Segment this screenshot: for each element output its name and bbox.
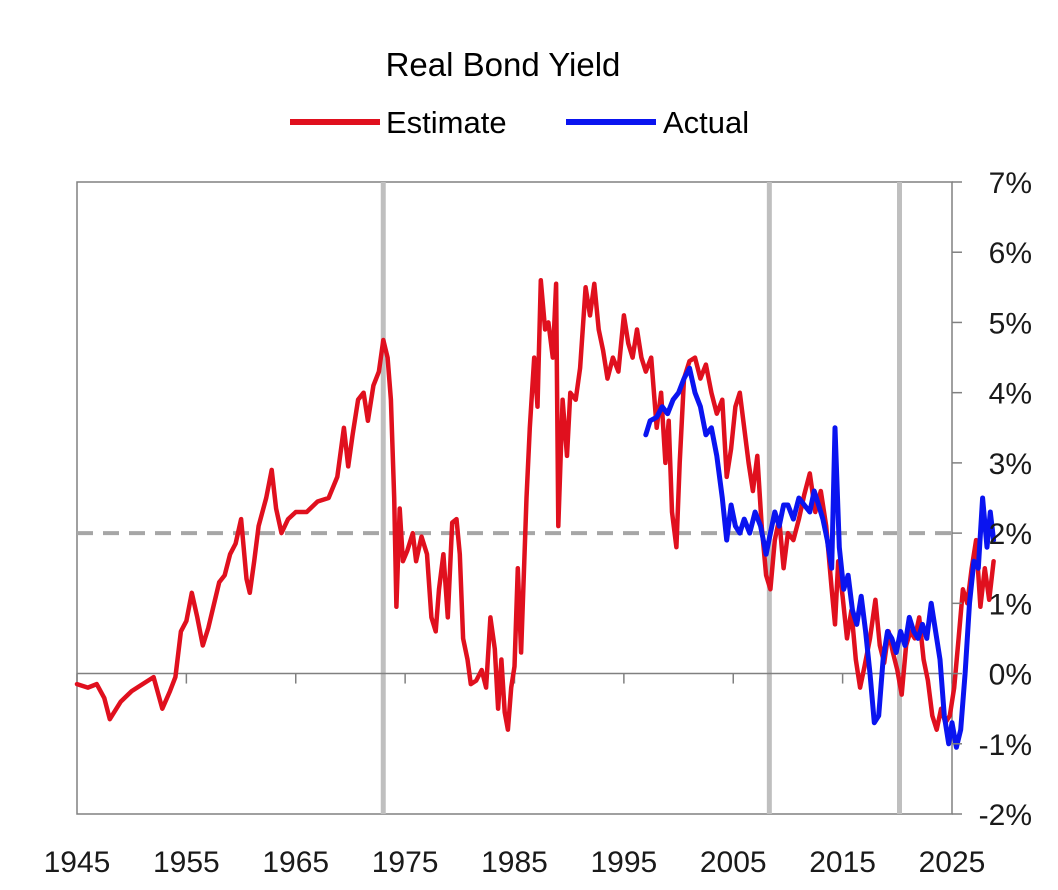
y-tick-label-4: 2% <box>989 518 1032 551</box>
y-tick-label-5: 3% <box>989 448 1032 481</box>
y-tick-label-8: 6% <box>989 237 1032 270</box>
legend-label-estimate: Estimate <box>386 105 507 140</box>
x-axis: 1945 1955 1965 1975 1985 1995 2005 2015 2025 <box>44 846 986 879</box>
series-line-estimate <box>74 278 996 732</box>
y-axis: -2% -1% 0% 1% 2% 3% 4% 5% 6% 7% <box>952 167 1032 832</box>
y-tick-label-0: -2% <box>979 799 1032 832</box>
x-tick-label-1: 1955 <box>153 846 220 879</box>
x-tick-label-7: 2015 <box>809 846 876 879</box>
series-layer <box>74 278 997 750</box>
y-tick-label-2: 0% <box>989 659 1032 692</box>
x-tick-label-5: 1995 <box>591 846 658 879</box>
x-tick-label-6: 2005 <box>700 846 767 879</box>
y-tick-label-6: 4% <box>989 378 1032 411</box>
chart-title: Real Bond Yield <box>386 46 621 83</box>
x-tick-label-4: 1985 <box>481 846 548 879</box>
x-tick-label-8: 2025 <box>919 846 986 879</box>
y-tick-label-9: 7% <box>989 167 1032 200</box>
y-tick-label-7: 5% <box>989 307 1032 340</box>
x-tick-label-2: 1965 <box>262 846 329 879</box>
reference-lines <box>77 182 952 814</box>
y-tick-label-3: 1% <box>989 588 1032 621</box>
x-tick-label-0: 1945 <box>44 846 111 879</box>
series-line-actual <box>643 365 997 750</box>
legend: Estimate Actual <box>290 105 749 140</box>
plot-area <box>76 181 953 815</box>
y-tick-label-1: -1% <box>979 729 1032 762</box>
legend-label-actual: Actual <box>663 105 749 140</box>
x-tick-label-3: 1975 <box>372 846 439 879</box>
